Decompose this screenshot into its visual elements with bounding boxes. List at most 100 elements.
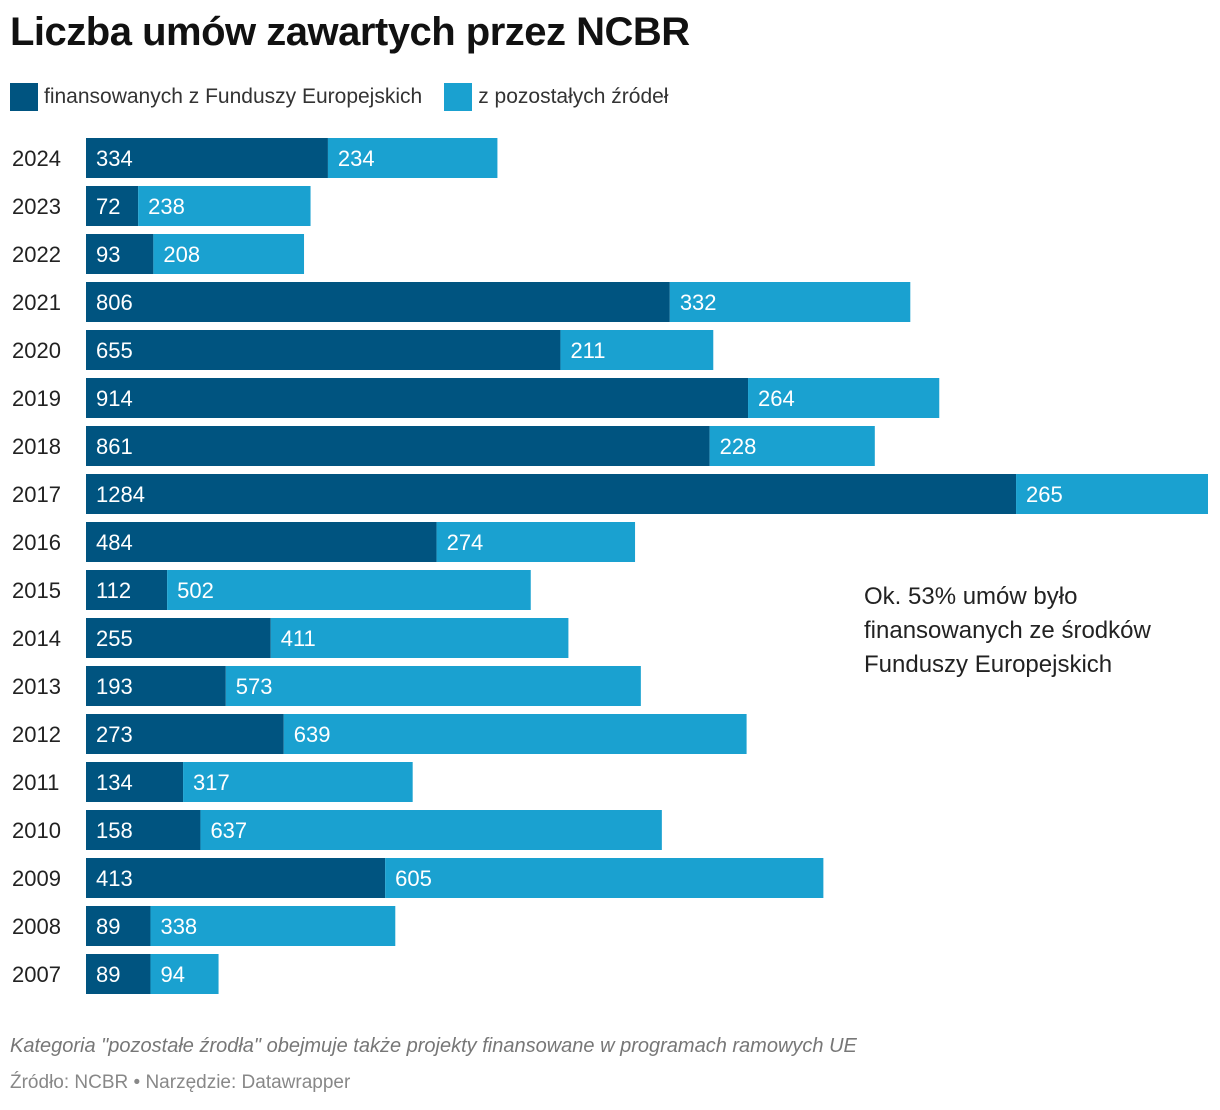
chart-legend: finansowanych z Funduszy Europejskich z … [10,82,690,112]
bar-value-label: 605 [395,866,432,891]
legend-label-other-sources: z pozostałych źródeł [478,85,669,108]
y-tick-label: 2011 [12,770,59,795]
bar-value-label: 228 [720,434,757,459]
bar-value-label: 72 [96,194,120,219]
y-tick-label: 2016 [12,530,61,555]
bar-segment-eu-funds [86,714,284,754]
bar-value-label: 502 [177,578,214,603]
bar-value-label: 332 [680,290,717,315]
bar-segment-eu-funds [86,282,670,322]
bar-value-label: 208 [163,242,200,267]
bar-value-label: 806 [96,290,133,315]
y-tick-label: 2019 [12,386,61,411]
chart-source: Źródło: NCBR • Narzędzie: Datawrapper [10,1072,351,1093]
bar-value-label: 238 [148,194,185,219]
legend-swatch-eu-funds [10,83,38,111]
bar-value-label: 93 [96,242,120,267]
bar-segment-eu-funds [86,330,561,370]
bar-value-label: 193 [96,674,133,699]
bar-segment-other-sources [167,570,531,610]
y-tick-label: 2008 [12,914,61,939]
bar-value-label: 655 [96,338,133,363]
y-tick-label: 2012 [12,722,61,747]
bar-segment-other-sources [1016,474,1208,514]
bar-value-label: 338 [160,914,197,939]
bar-segment-eu-funds [86,666,226,706]
bar-segment-other-sources [748,378,940,418]
y-tick-label: 2013 [12,674,61,699]
bar-segment-eu-funds [86,474,1017,514]
bar-segment-other-sources [283,714,747,754]
bar-value-label: 273 [96,722,133,747]
bar-segment-other-sources [436,522,636,562]
bar-segment-eu-funds [86,138,328,178]
chart-title: Liczba umów zawartych przez NCBR [10,10,690,54]
bar-segment-eu-funds [86,762,184,802]
y-tick-label: 2023 [12,194,61,219]
bar-value-label: 637 [210,818,247,843]
y-tick-label: 2022 [12,242,61,267]
legend-item-eu-funds: finansowanych z Funduszy Europejskich [10,83,422,111]
bar-segment-eu-funds [86,810,201,850]
bar-value-label: 112 [96,578,131,603]
bar-segment-eu-funds [86,186,139,226]
chart-note: Kategoria "pozostałe źrodła" obejmuje ta… [10,1035,857,1057]
bar-value-label: 334 [96,146,133,171]
bar-value-label: 158 [96,818,133,843]
y-tick-label: 2015 [12,578,61,603]
bar-value-label: 1284 [96,482,145,507]
bar-value-label: 134 [96,770,133,795]
bar-segment-eu-funds [86,570,168,610]
y-tick-label: 2017 [12,482,61,507]
bar-segment-other-sources [709,426,875,466]
bar-segment-eu-funds [86,906,151,946]
bar-value-label: 317 [193,770,230,795]
bar-segment-other-sources [150,954,219,994]
bar-value-label: 94 [160,962,184,987]
bar-segment-eu-funds [86,378,749,418]
legend-swatch-other-sources [444,83,473,111]
bar-segment-other-sources [225,666,641,706]
bar-value-label: 411 [281,626,316,651]
bar-segment-other-sources [560,330,714,370]
y-tick-label: 2020 [12,338,61,363]
bar-segment-other-sources [385,858,824,898]
bar-value-label: 573 [236,674,273,699]
bar-value-label: 484 [96,530,133,555]
bar-segment-other-sources [138,186,311,226]
bar-segment-eu-funds [86,954,151,994]
y-tick-label: 2021 [12,290,61,315]
bar-value-label: 89 [96,962,120,987]
bar-segment-other-sources [183,762,413,802]
y-tick-label: 2010 [12,818,61,843]
bar-segment-other-sources [153,234,305,274]
bar-value-label: 211 [570,338,605,363]
y-tick-label: 2024 [12,146,61,171]
y-tick-label: 2018 [12,434,61,459]
bar-segment-other-sources [669,282,911,322]
bar-value-label: 914 [96,386,133,411]
bar-value-label: 89 [96,914,120,939]
bar-segment-eu-funds [86,858,386,898]
legend-item-other-sources: z pozostałych źródeł [444,83,668,111]
y-tick-label: 2007 [12,962,61,987]
bar-segment-other-sources [270,618,569,658]
bar-value-label: 264 [758,386,795,411]
y-tick-label: 2014 [12,626,61,651]
bar-segment-eu-funds [86,426,710,466]
bar-segment-eu-funds [86,618,271,658]
y-tick-label: 2009 [12,866,61,891]
bar-value-label: 255 [96,626,133,651]
bar-segment-other-sources [327,138,498,178]
bar-value-label: 861 [96,434,133,459]
bar-value-label: 413 [96,866,133,891]
bar-segment-other-sources [150,906,396,946]
chart-annotation: Ok. 53% umów było finansowanych ze środk… [864,583,1151,678]
bar-value-label: 274 [447,530,484,555]
bar-segment-eu-funds [86,522,437,562]
bar-value-label: 234 [338,146,375,171]
bar-value-label: 265 [1026,482,1063,507]
bar-value-label: 639 [294,722,331,747]
bar-segment-eu-funds [86,234,154,274]
